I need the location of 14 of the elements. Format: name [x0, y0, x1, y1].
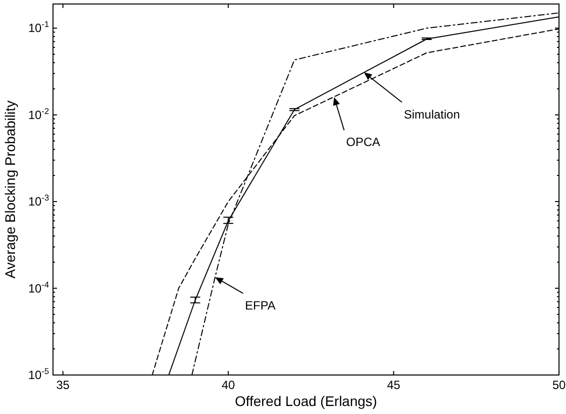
x-axis-title: Offered Load (Erlangs)	[234, 393, 378, 409]
x-tick-label: 45	[386, 378, 401, 392]
annotation: OPCA	[346, 135, 380, 150]
y-tick-label: 10$^{-4}$	[28, 279, 50, 296]
annotation: Simulation	[404, 107, 460, 122]
y-axis-title: Average Blocking Probability	[2, 100, 18, 278]
y-tick-label: 10$^{-2}$	[28, 106, 50, 122]
x-tick-label: 40	[222, 378, 236, 392]
x-tick-label: 35	[56, 378, 70, 392]
y-tick-label: 10$^{-1}$	[28, 19, 50, 36]
y-tick-label: 10$^{-3}$	[28, 192, 50, 209]
x-tick-label: 50	[552, 378, 566, 392]
y-tick-label: 10$^{-5}$	[28, 366, 50, 382]
annotation: EFPA	[245, 298, 276, 312]
